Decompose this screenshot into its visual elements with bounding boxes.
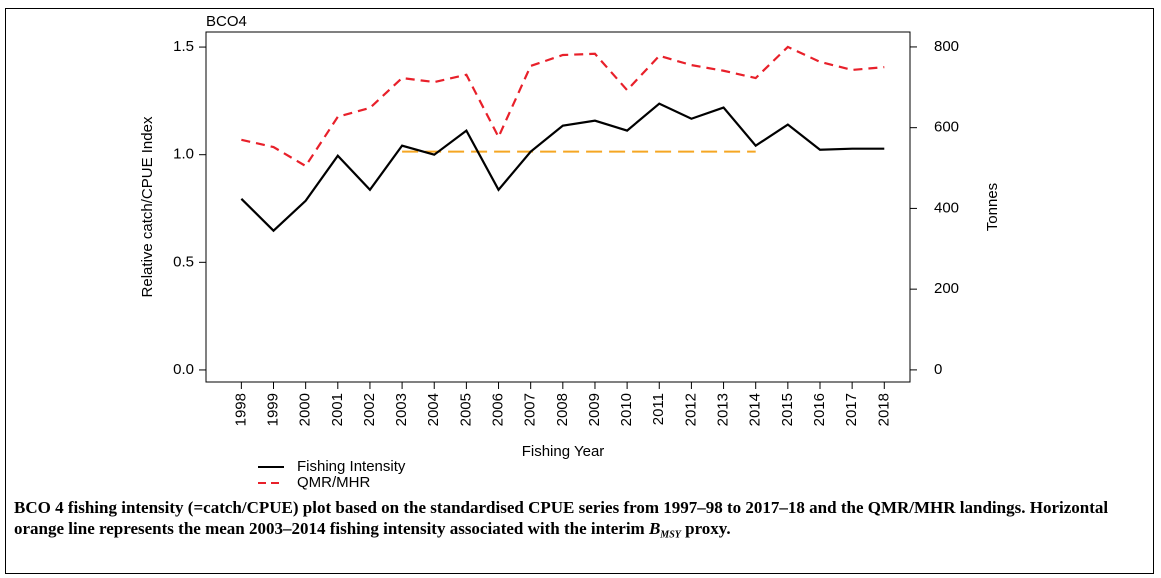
x-tick-label: 2000 xyxy=(297,393,314,426)
legend-label: QMR/MHR xyxy=(297,474,370,491)
chart: BCO4 Fishing Year Relative catch/CPUE In… xyxy=(139,13,1001,491)
y2-tick-label: 200 xyxy=(934,280,959,297)
x-tick-label: 2006 xyxy=(489,393,506,426)
x-tick-label: 2002 xyxy=(361,393,378,426)
x-tick-label: 2005 xyxy=(457,393,474,426)
x-tick-label: 1999 xyxy=(264,393,281,426)
subscript-text: MSY xyxy=(660,529,681,541)
x-tick-label: 2007 xyxy=(522,393,539,426)
series-line xyxy=(241,45,885,168)
symbol: B xyxy=(648,519,661,538)
y2-tick-label: 400 xyxy=(934,199,959,216)
legend-label: Fishing Intensity xyxy=(297,458,406,475)
x-tick-label: 2016 xyxy=(811,393,828,426)
y-tick-label: 1.0 xyxy=(173,146,194,163)
series-line xyxy=(240,102,885,233)
x-tick-label: 2011 xyxy=(650,393,667,425)
caption: BCO 4 fishing intensity (=catch/CPUE) pl… xyxy=(14,497,1149,545)
x-axis-label: Fishing Year xyxy=(522,443,605,460)
x-tick-label: 2018 xyxy=(875,393,892,426)
subscript: MSY xyxy=(660,523,681,541)
x-tick-label: 2014 xyxy=(747,393,764,426)
x-tick-label: 2008 xyxy=(554,393,571,426)
x-tick-label: 2009 xyxy=(586,393,603,426)
caption-text: BCO 4 fishing intensity (=catch/CPUE) pl… xyxy=(14,498,1109,538)
y-tick-label: 0.0 xyxy=(173,361,194,378)
x-tick-label: 2012 xyxy=(682,393,699,426)
y2-tick-label: 800 xyxy=(934,38,959,55)
y2-axis-label: Tonnes xyxy=(984,183,1001,231)
x-tick-label: 2013 xyxy=(715,393,732,426)
y2-tick-label: 0 xyxy=(934,361,942,378)
y-axis-label: Relative catch/CPUE Index xyxy=(139,116,156,297)
y-tick-label: 1.5 xyxy=(173,38,194,55)
x-tick-label: 2004 xyxy=(425,393,442,426)
chart-title: BCO4 xyxy=(206,13,247,30)
x-tick-label: 2001 xyxy=(329,393,346,426)
caption-tail: proxy. xyxy=(680,519,731,538)
plot-box xyxy=(205,31,911,383)
frame xyxy=(5,8,1154,574)
x-tick-label: 2003 xyxy=(393,393,410,426)
y-tick-label: 0.5 xyxy=(173,253,194,270)
y2-tick-label: 600 xyxy=(934,119,959,136)
x-tick-label: 2017 xyxy=(843,393,860,426)
x-tick-label: 1998 xyxy=(232,393,249,426)
x-tick-label: 2015 xyxy=(779,393,796,426)
x-tick-label: 2010 xyxy=(618,393,635,426)
